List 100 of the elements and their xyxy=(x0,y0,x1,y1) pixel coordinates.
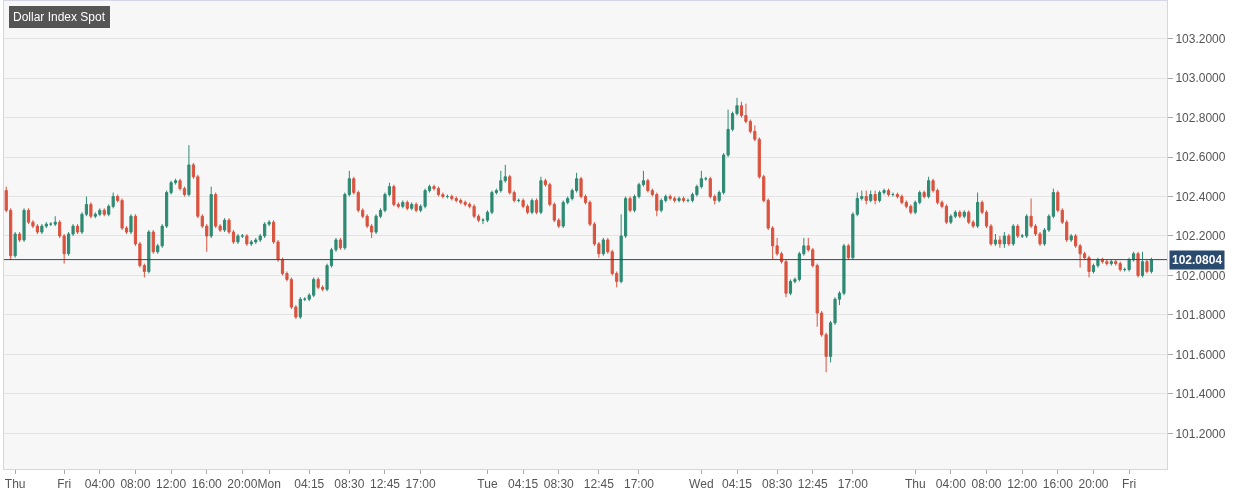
candlestick xyxy=(236,233,240,245)
x-tick-label: 08:00 xyxy=(120,477,151,492)
y-tick-label: 102.2000 xyxy=(1175,229,1226,244)
candlestick xyxy=(561,199,565,229)
candlestick xyxy=(962,209,966,219)
x-tick-label: 20:00 xyxy=(1078,477,1109,492)
y-tick-label: 103.0000 xyxy=(1175,71,1226,86)
candlestick xyxy=(463,199,467,207)
candlestick xyxy=(900,194,904,205)
x-tick-label: 12:00 xyxy=(156,477,187,492)
candlestick xyxy=(410,201,414,211)
candlestick xyxy=(26,207,31,225)
candlestick xyxy=(35,223,40,235)
x-tick-label: 04:15 xyxy=(508,477,539,492)
x-tick-label: Mon xyxy=(257,477,281,492)
candlestick xyxy=(993,233,998,247)
x-tick-label: 04:15 xyxy=(721,477,753,492)
candlestick xyxy=(147,229,151,275)
x-tick-label: 12:00 xyxy=(1007,477,1038,492)
candlestick xyxy=(18,231,22,243)
x-tick-label: 16:00 xyxy=(1042,477,1074,492)
candlestick xyxy=(209,186,213,239)
candlestick xyxy=(178,178,182,192)
y-tick-label: 102.0000 xyxy=(1175,268,1226,283)
candlestick xyxy=(481,217,485,225)
x-tick-label: 04:15 xyxy=(294,477,325,492)
candlestick xyxy=(864,190,868,205)
candlestick xyxy=(316,276,320,290)
y-tick-label: 103.2000 xyxy=(1175,31,1226,46)
candlestick xyxy=(967,209,971,225)
x-tick-label: 17:00 xyxy=(837,477,869,492)
candlestick xyxy=(534,197,539,215)
candlestick xyxy=(187,144,191,197)
candlestick xyxy=(151,229,155,255)
x-tick-label: 04:00 xyxy=(935,477,967,492)
candlestick xyxy=(102,207,106,217)
candlestick xyxy=(601,237,605,257)
candlestick xyxy=(245,233,249,247)
candlestick xyxy=(1140,251,1145,278)
candlestick xyxy=(22,207,26,243)
candlestick xyxy=(646,178,650,194)
candlestick xyxy=(530,197,534,215)
candlestick xyxy=(98,207,102,217)
x-tick-label: 08:30 xyxy=(334,477,365,492)
candlestick xyxy=(1007,233,1011,247)
candlestick xyxy=(1118,261,1122,273)
candlestick xyxy=(1109,259,1113,267)
candlestick xyxy=(677,195,681,203)
x-tick-label: Tue xyxy=(477,477,498,492)
x-tick-label: Thu xyxy=(4,477,26,492)
candlestick xyxy=(1145,259,1149,275)
x-tick-label: 08:00 xyxy=(971,477,1002,492)
x-tick-label: 08:30 xyxy=(543,477,575,492)
candlestick xyxy=(739,101,744,119)
candlestick xyxy=(1136,251,1140,278)
candlestick xyxy=(454,195,458,203)
x-tick-label: 12:45 xyxy=(369,477,401,492)
candlestick xyxy=(214,192,218,229)
candlestick xyxy=(976,192,980,229)
x-tick-label: 12:45 xyxy=(583,477,615,492)
y-tick-label: 101.6000 xyxy=(1175,347,1226,362)
candlestick xyxy=(655,192,659,217)
candlestick xyxy=(298,296,302,320)
candlestick xyxy=(450,194,454,201)
candlestick xyxy=(1087,255,1091,278)
candlestick xyxy=(459,197,463,205)
candlestick xyxy=(927,176,931,199)
x-tick-label: 16:00 xyxy=(191,477,223,492)
y-tick-label: 101.4000 xyxy=(1175,387,1226,402)
candlestick xyxy=(668,194,672,201)
candlestick xyxy=(846,243,850,261)
candlestick xyxy=(423,188,427,209)
candlestick xyxy=(958,209,962,219)
candlestick xyxy=(432,184,436,192)
candlestick xyxy=(436,186,441,197)
ref-line-label: 102.0804 xyxy=(1172,253,1223,267)
candlestick xyxy=(998,235,1002,249)
x-tick-label: Wed xyxy=(689,477,714,492)
candlestick xyxy=(1105,259,1109,267)
candlestick xyxy=(788,278,793,296)
candlestick xyxy=(539,176,543,215)
candlestick xyxy=(681,195,686,203)
x-tick-label: 17:00 xyxy=(405,477,436,492)
candlestick xyxy=(89,201,93,219)
x-tick-label: 04:00 xyxy=(84,477,116,492)
candlestick xyxy=(1069,233,1073,243)
x-tick-label: 17:00 xyxy=(623,477,655,492)
candlestick xyxy=(1011,223,1015,247)
candlestick xyxy=(909,203,913,215)
candlestick xyxy=(878,190,882,203)
x-tick-label: 12:45 xyxy=(797,477,829,492)
x-tick-label: Fri xyxy=(1122,477,1137,492)
candlestick xyxy=(873,190,877,205)
candlestick xyxy=(944,203,949,225)
x-tick-label: 20:00 xyxy=(227,477,258,492)
x-tick-label: Fri xyxy=(57,477,72,492)
candlestick xyxy=(886,188,891,197)
text: Dollar Index Spot xyxy=(13,10,106,24)
candlestick xyxy=(1002,231,1006,249)
candlestick xyxy=(922,190,926,199)
